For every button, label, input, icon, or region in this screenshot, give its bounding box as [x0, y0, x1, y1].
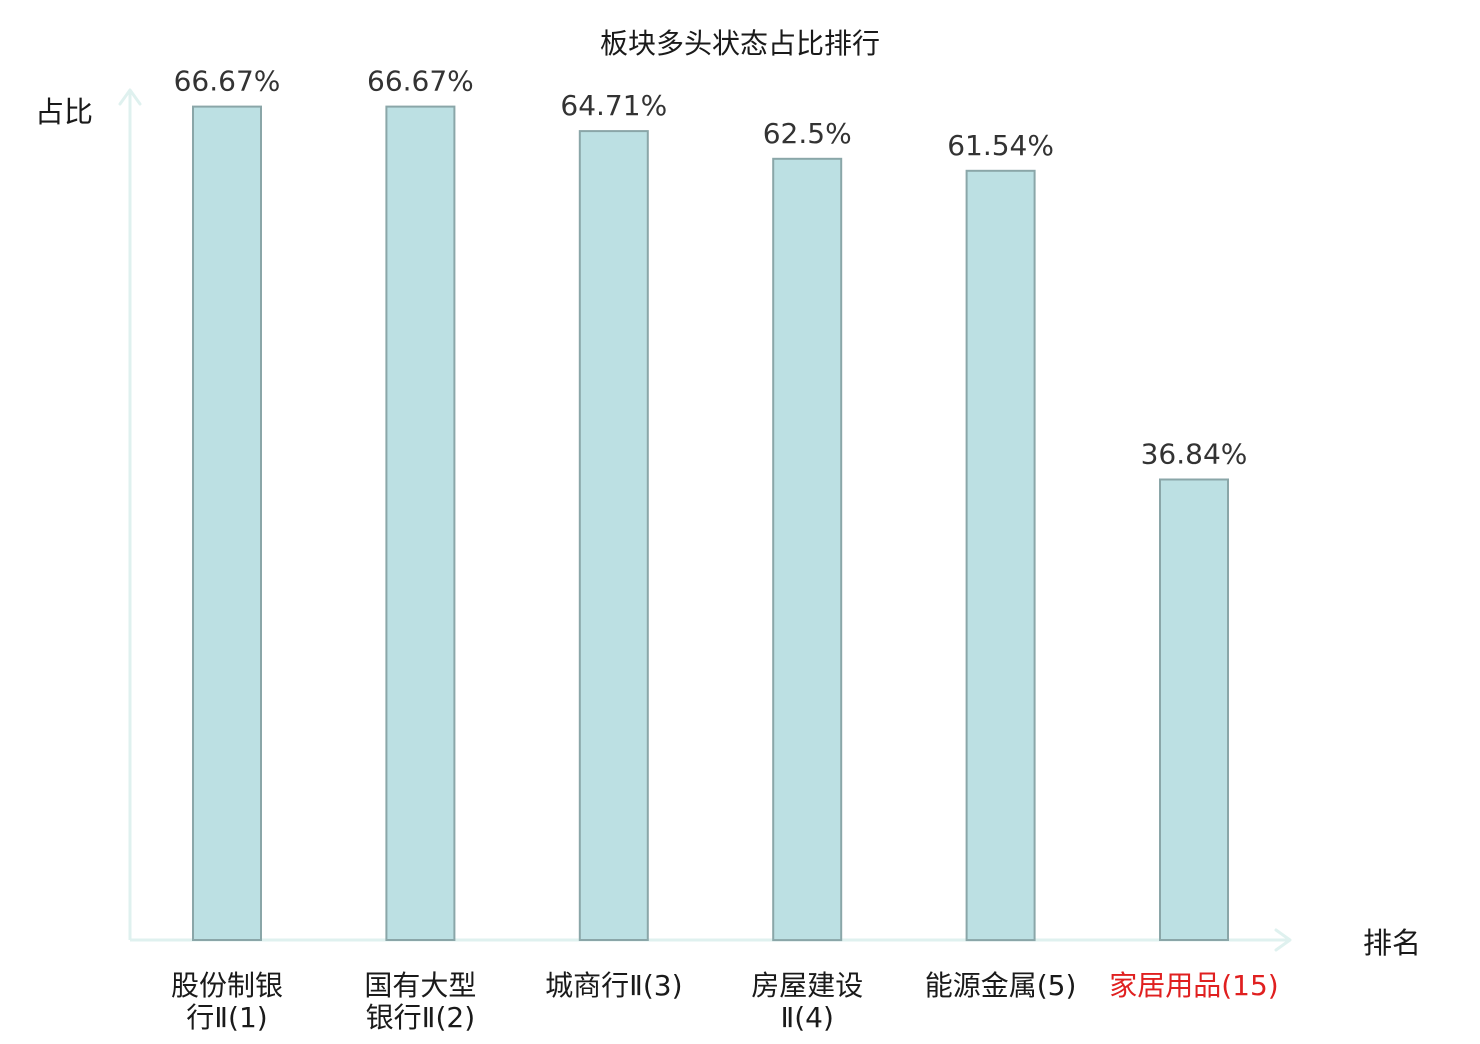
y-axis-arrow: [118, 88, 142, 106]
category-tick-label: 股份制银: [171, 969, 283, 1002]
bar: [192, 105, 262, 942]
category-tick-label: 国有大型: [364, 969, 476, 1002]
bar: [965, 169, 1036, 942]
category-tick-label: 家居用品(15): [1109, 969, 1278, 1002]
category-tick-label: 银行Ⅱ(2): [366, 1001, 475, 1034]
bar: [385, 105, 456, 942]
bar-value-label: 66.67%: [174, 65, 281, 98]
x-axis-label: 排名: [1363, 926, 1421, 960]
category-tick-label: 行Ⅱ(1): [186, 1001, 267, 1034]
bar: [772, 157, 843, 942]
bar-value-label: 64.71%: [560, 89, 667, 122]
x-axis-arrow: [1274, 928, 1292, 952]
category-tick-label: 城商行Ⅱ(3): [545, 969, 682, 1002]
bar-value-label: 36.84%: [1141, 438, 1248, 471]
value-labels-group: 66.67% 66.67% 64.71% 62.5% 61.54% 36.84%: [174, 65, 1248, 471]
bar: [578, 130, 649, 942]
chart-title: 板块多头状态占比排行: [600, 27, 880, 60]
bars-group: [192, 105, 1229, 942]
bar-value-label: 66.67%: [367, 65, 474, 98]
category-tick-label: 能源金属(5): [925, 969, 1077, 1002]
y-axis-label: 占比: [35, 95, 93, 129]
category-tick-label: Ⅱ(4): [780, 1001, 833, 1034]
bar: [1159, 478, 1229, 941]
bar-value-label: 61.54%: [947, 129, 1054, 162]
axes: [118, 88, 1292, 952]
category-tick-label: 房屋建设: [751, 969, 863, 1002]
bar-value-label: 62.5%: [763, 117, 852, 150]
